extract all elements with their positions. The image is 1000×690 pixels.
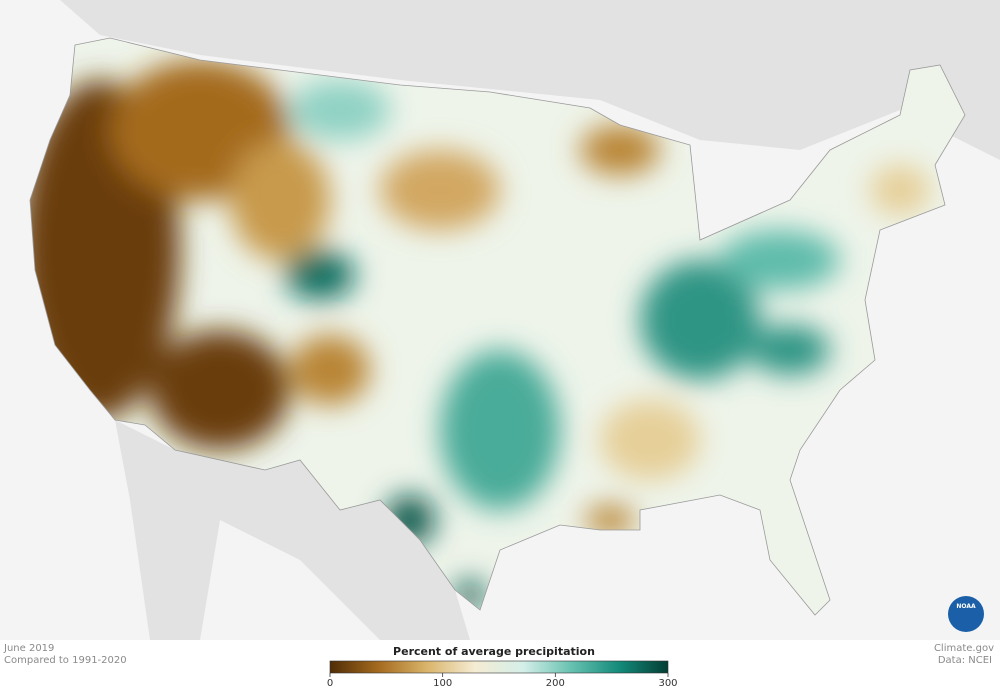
legend-title: Percent of average precipitation	[393, 645, 595, 658]
tick-label: 0	[327, 678, 333, 689]
canada	[60, 0, 1000, 160]
baseline-label: Compared to 1991-2020	[4, 655, 127, 666]
legend-ticks: 0 100 200 300	[327, 673, 678, 689]
tick-label: 300	[658, 678, 677, 689]
date-label: June 2019	[3, 643, 54, 654]
tick-label: 200	[546, 678, 565, 689]
source-label: Data: NCEI	[938, 655, 992, 666]
noaa-logo	[948, 596, 984, 632]
mexico	[115, 420, 470, 640]
site-label: Climate.gov	[934, 643, 994, 654]
tick-label: 100	[433, 678, 452, 689]
logo-text: NOAA	[956, 603, 976, 610]
color-bar	[329, 660, 669, 674]
anomaly-blobs	[30, 60, 930, 610]
